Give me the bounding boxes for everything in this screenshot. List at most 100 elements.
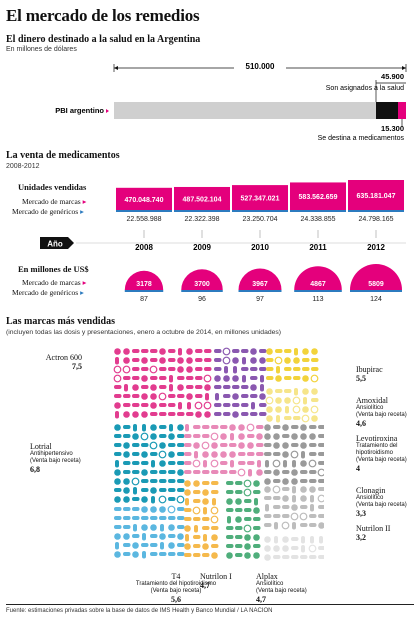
pill-capsule — [204, 367, 212, 371]
pill-capsule — [168, 403, 176, 407]
pill-capsule — [284, 376, 292, 380]
year-tick-label: 2009 — [193, 243, 211, 252]
pill-tablet — [168, 542, 175, 549]
pill-capsule — [293, 376, 301, 380]
pill-capsule — [282, 434, 290, 438]
units-brand-label: 635.181.047 — [357, 193, 396, 200]
brands-subheading: (incluyen todas las dosis y presentacion… — [6, 329, 282, 336]
pill-tablet — [202, 489, 209, 496]
pill-capsule — [177, 543, 185, 547]
pill-capsule — [150, 516, 158, 520]
pill-tablet — [168, 524, 175, 531]
units-generic-bar — [348, 210, 404, 212]
pill-capsule — [233, 366, 237, 374]
pill-ring — [122, 365, 131, 374]
pill-capsule — [247, 461, 255, 465]
units-generic-bar — [174, 210, 230, 212]
pill-tablet — [282, 478, 289, 485]
pill-tablet — [250, 384, 257, 391]
pill-capsule — [318, 425, 324, 429]
pill-capsule — [259, 349, 267, 353]
pill-cluster — [113, 348, 212, 419]
pill-capsule — [265, 460, 269, 468]
pill-tablet — [284, 397, 291, 404]
pill-tablet — [177, 469, 184, 476]
pill-capsule — [211, 470, 219, 474]
pill-capsule — [185, 534, 189, 542]
pill-tablet — [238, 442, 245, 449]
pill-capsule — [250, 367, 258, 371]
pill-ring — [113, 365, 122, 374]
units-generic-bar — [232, 210, 288, 212]
pill-capsule — [115, 357, 119, 365]
pill-capsule — [273, 425, 281, 429]
pill-capsule — [141, 543, 149, 547]
pill-capsule — [273, 496, 281, 500]
pill-capsule — [150, 358, 158, 362]
pill-capsule — [204, 358, 212, 362]
total-label: 510.000 — [246, 62, 275, 71]
pill-capsule — [293, 367, 301, 371]
pill-capsule — [193, 470, 201, 474]
units-generic-label: 22.558.988 — [126, 216, 161, 223]
usd-heading: En millones de US$ — [18, 264, 89, 274]
brand-nutrilon1: Nutrilon I 4,7 — [200, 572, 232, 590]
units-generic-label: 24.798.165 — [358, 216, 393, 223]
pill-capsule — [226, 508, 234, 512]
gdp-bar-drugs — [398, 102, 406, 119]
year-tick-label: 2010 — [251, 243, 269, 252]
pill-capsule — [318, 514, 324, 518]
usd-generic-label: 87 — [140, 296, 148, 303]
pill-capsule — [141, 443, 149, 447]
pill-tablet — [150, 487, 157, 494]
pill-tablet — [311, 415, 318, 422]
pill-capsule — [274, 536, 278, 544]
units-brand-bar — [232, 185, 288, 210]
pill-capsule — [294, 348, 298, 356]
usd-brand-label: 3178 — [136, 281, 152, 288]
pill-tablet — [193, 442, 200, 449]
pill-capsule — [193, 553, 201, 557]
pill-capsule — [141, 488, 149, 492]
pill-capsule — [168, 358, 176, 362]
pill-capsule — [266, 376, 274, 380]
pill-tablet — [114, 424, 121, 431]
pill-capsule — [242, 375, 246, 383]
pill-tablet — [195, 411, 202, 418]
pill-capsule — [235, 508, 243, 512]
pill-capsule — [150, 452, 158, 456]
pill-capsule — [114, 385, 122, 389]
pill-tablet — [226, 552, 233, 559]
usd-generic-label: 124 — [370, 296, 382, 303]
pill-capsule — [132, 470, 140, 474]
pill-capsule — [132, 452, 140, 456]
pill-capsule — [114, 525, 122, 529]
pill-capsule — [235, 481, 243, 485]
pill-tablet — [273, 469, 280, 476]
pill-tablet — [150, 524, 157, 531]
pill-tablet — [211, 552, 218, 559]
usd-generic-label: 113 — [312, 296, 323, 303]
gdp-bar-health — [376, 102, 398, 119]
pill-capsule — [266, 367, 274, 371]
pill-capsule — [168, 461, 176, 465]
pill-tablet — [229, 424, 236, 431]
pill-capsule — [291, 537, 299, 541]
pill-capsule — [168, 367, 176, 371]
pill-capsule — [260, 375, 264, 383]
pill-ring — [246, 423, 255, 432]
pill-cluster — [266, 348, 319, 383]
pill-capsule — [301, 536, 305, 544]
pill-capsule — [214, 358, 222, 362]
pill-capsule — [177, 488, 185, 492]
years-axis: 2008 2009 2010 2011 2012 — [135, 230, 385, 252]
pill-capsule — [284, 416, 292, 420]
pill-capsule — [253, 544, 261, 548]
pill-capsule — [150, 349, 158, 353]
pill-capsule — [300, 505, 308, 509]
pill-capsule — [256, 452, 264, 456]
pill-tablet — [273, 433, 280, 440]
pill-capsule — [309, 523, 317, 527]
pill-capsule — [309, 555, 317, 559]
pill-capsule — [275, 389, 283, 393]
